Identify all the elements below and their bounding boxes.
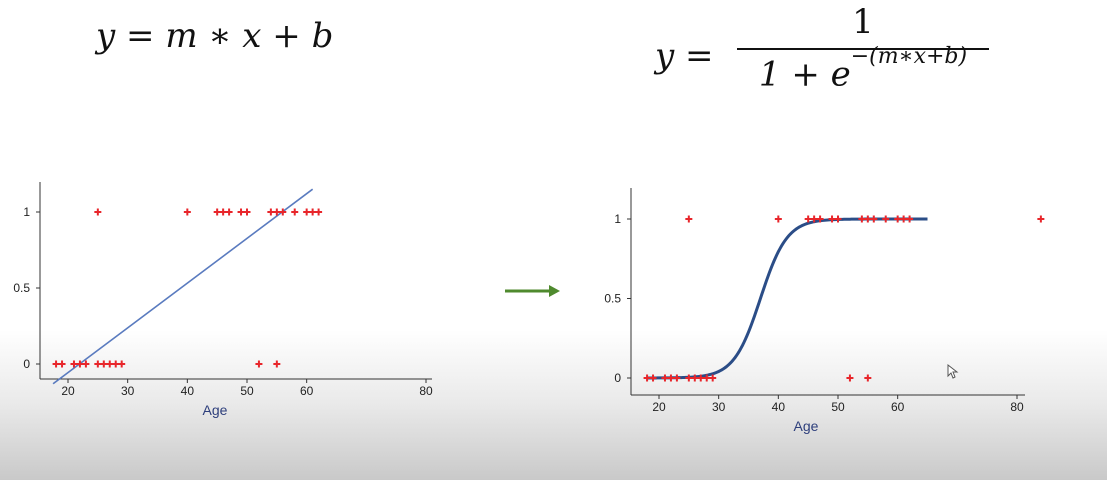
data-point: [667, 374, 675, 382]
y-tick-label: 1: [614, 212, 621, 226]
linear-equals: =: [126, 16, 155, 56]
data-point: [643, 374, 651, 382]
y-tick-label: 0: [23, 357, 30, 371]
data-point: [882, 215, 890, 223]
x-tick-label: 20: [61, 384, 75, 398]
data-point: [213, 208, 221, 216]
data-point: [703, 374, 711, 382]
y-tick-label: 0.5: [13, 281, 30, 295]
data-point: [804, 215, 812, 223]
data-point: [810, 215, 818, 223]
data-point: [697, 374, 705, 382]
data-point: [900, 215, 908, 223]
data-point: [834, 215, 842, 223]
data-point: [774, 215, 782, 223]
data-point: [82, 360, 90, 368]
data-point: [118, 360, 126, 368]
data-point: [76, 360, 84, 368]
data-point: [691, 374, 699, 382]
sigmoid-denominator: 1 + e−(m∗x+b): [737, 44, 989, 95]
mouse-cursor-icon: [947, 363, 959, 379]
sigmoid-equals: =: [685, 36, 714, 76]
x-tick-label: 30: [121, 384, 135, 398]
x-tick-label: 80: [1010, 400, 1024, 414]
sigmoid-fraction: 1 1 + e−(m∗x+b): [737, 2, 989, 94]
x-tick-label: 50: [831, 400, 845, 414]
right-arrow-icon: [505, 285, 560, 297]
data-point: [94, 360, 102, 368]
linear-lhs: y: [96, 16, 116, 56]
data-point: [52, 360, 60, 368]
sigmoid-lhs-group: y =: [655, 36, 714, 76]
data-point: [894, 215, 902, 223]
x-tick-label: 20: [652, 400, 666, 414]
data-point: [279, 208, 287, 216]
x-tick-label: 60: [300, 384, 314, 398]
sigmoid-denominator-base: 1 + e: [758, 54, 851, 95]
data-point: [219, 208, 227, 216]
x-tick-label: 40: [772, 400, 786, 414]
data-point: [673, 374, 681, 382]
data-point: [291, 208, 299, 216]
data-point: [858, 215, 866, 223]
data-point: [267, 208, 275, 216]
y-tick-label: 0.5: [604, 292, 621, 306]
y-tick-label: 1: [23, 205, 30, 219]
data-point: [906, 215, 914, 223]
sigmoid-exponent: −(m∗x+b): [850, 44, 968, 69]
data-point: [685, 215, 693, 223]
logistic-regression-chart: 20 30 40 50 60 80 0 0.5 1 Age: [604, 188, 1045, 434]
data-point: [70, 360, 78, 368]
data-point: [273, 360, 281, 368]
sigmoid-curve: [647, 217, 928, 380]
y-tick-label: 0: [614, 371, 621, 385]
x-axis-label: Age: [794, 418, 819, 434]
data-point: [100, 360, 108, 368]
fraction-bar: [737, 48, 989, 50]
data-point: [1037, 215, 1045, 223]
data-point: [112, 360, 120, 368]
x-tick-label: 40: [181, 384, 195, 398]
data-point: [649, 374, 657, 382]
sigmoid-lhs: y: [655, 36, 675, 76]
x-tick-label: 50: [240, 384, 254, 398]
data-point: [828, 215, 836, 223]
data-point: [237, 208, 245, 216]
data-point: [816, 215, 824, 223]
x-tick-label: 60: [891, 400, 905, 414]
data-point: [846, 374, 854, 382]
data-point: [225, 208, 233, 216]
sigmoid-numerator: 1: [852, 2, 874, 42]
data-point: [243, 208, 251, 216]
x-tick-label: 30: [712, 400, 726, 414]
data-point: [94, 208, 102, 216]
data-point: [864, 374, 872, 382]
data-point: [864, 215, 872, 223]
x-axis-label: Age: [203, 402, 228, 418]
data-point: [255, 360, 263, 368]
data-point: [709, 374, 717, 382]
linear-rhs: m ∗ x + b: [165, 16, 334, 56]
regression-line: [52, 188, 314, 385]
data-point: [685, 374, 693, 382]
data-point: [273, 208, 281, 216]
data-point: [661, 374, 669, 382]
linear-equation: y = m ∗ x + b: [96, 16, 333, 56]
data-point: [58, 360, 66, 368]
linear-regression-chart: 20 30 40 50 60 80 0 0.5 1 Age: [13, 182, 433, 418]
data-point: [315, 208, 323, 216]
data-point: [309, 208, 317, 216]
x-tick-label: 80: [419, 384, 433, 398]
data-point: [303, 208, 311, 216]
data-point: [183, 208, 191, 216]
data-point: [870, 215, 878, 223]
data-point: [106, 360, 114, 368]
